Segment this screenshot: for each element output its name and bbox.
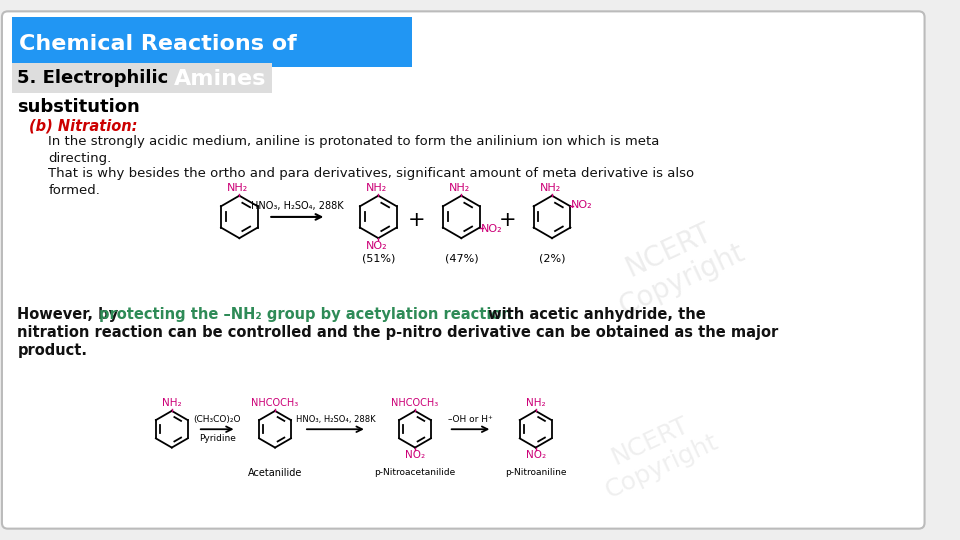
Text: NO₂: NO₂ <box>571 200 593 211</box>
Text: p-Nitroacetanilide: p-Nitroacetanilide <box>374 468 456 477</box>
Text: NHCOCH₃: NHCOCH₃ <box>392 398 439 408</box>
Text: nitration reaction can be controlled and the p-nitro derivative can be obtained : nitration reaction can be controlled and… <box>17 325 779 340</box>
Text: In the strongly acidic medium, aniline is protonated to form the anilinium ion w: In the strongly acidic medium, aniline i… <box>48 135 660 148</box>
Text: (CH₃CO)₂O: (CH₃CO)₂O <box>193 415 241 424</box>
Text: HNO₃, H₂SO₄, 288K: HNO₃, H₂SO₄, 288K <box>251 201 344 211</box>
FancyBboxPatch shape <box>12 17 412 68</box>
Text: NH₂: NH₂ <box>366 183 387 193</box>
Text: NCERT
Copyright: NCERT Copyright <box>590 404 723 503</box>
FancyBboxPatch shape <box>12 63 272 93</box>
Text: Amines: Amines <box>174 69 266 89</box>
Text: 5. Electrophilic: 5. Electrophilic <box>17 69 169 87</box>
Text: NH₂: NH₂ <box>540 183 561 193</box>
Text: directing.: directing. <box>48 152 111 165</box>
Text: NCERT
Copyright: NCERT Copyright <box>601 209 750 321</box>
Text: product.: product. <box>17 343 87 359</box>
Text: (2%): (2%) <box>539 254 565 264</box>
Text: NH₂: NH₂ <box>162 398 181 408</box>
FancyBboxPatch shape <box>2 11 924 529</box>
Text: NO₂: NO₂ <box>366 241 387 251</box>
Text: protecting the –NH₂ group by acetylation reaction: protecting the –NH₂ group by acetylation… <box>100 307 513 322</box>
Text: NH₂: NH₂ <box>526 398 545 408</box>
Text: NO₂: NO₂ <box>405 449 425 460</box>
Text: (47%): (47%) <box>444 254 478 264</box>
Text: NO₂: NO₂ <box>525 449 545 460</box>
Text: (51%): (51%) <box>362 254 395 264</box>
Text: –OH or H⁺: –OH or H⁺ <box>447 415 492 424</box>
Text: That is why besides the ortho and para derivatives, significant amount of meta d: That is why besides the ortho and para d… <box>48 167 694 180</box>
Text: +: + <box>499 210 516 230</box>
Text: Acetanilide: Acetanilide <box>248 468 302 478</box>
Text: substitution: substitution <box>17 98 140 116</box>
Text: HNO₃, H₂SO₄, 288K: HNO₃, H₂SO₄, 288K <box>296 415 375 424</box>
Text: p-Nitroaniline: p-Nitroaniline <box>505 468 566 477</box>
Text: +: + <box>408 210 425 230</box>
Text: formed.: formed. <box>48 184 100 197</box>
Text: NO₂: NO₂ <box>481 224 502 233</box>
Text: (b) Nitration:: (b) Nitration: <box>29 118 137 133</box>
Text: Chemical Reactions of: Chemical Reactions of <box>19 34 297 54</box>
Text: with acetic anhydride, the: with acetic anhydride, the <box>483 307 706 322</box>
Text: NHCOCH₃: NHCOCH₃ <box>252 398 299 408</box>
Text: NH₂: NH₂ <box>227 183 248 193</box>
Text: NH₂: NH₂ <box>448 183 470 193</box>
Text: However, by: However, by <box>17 307 124 322</box>
Text: Pyridine: Pyridine <box>199 434 235 443</box>
